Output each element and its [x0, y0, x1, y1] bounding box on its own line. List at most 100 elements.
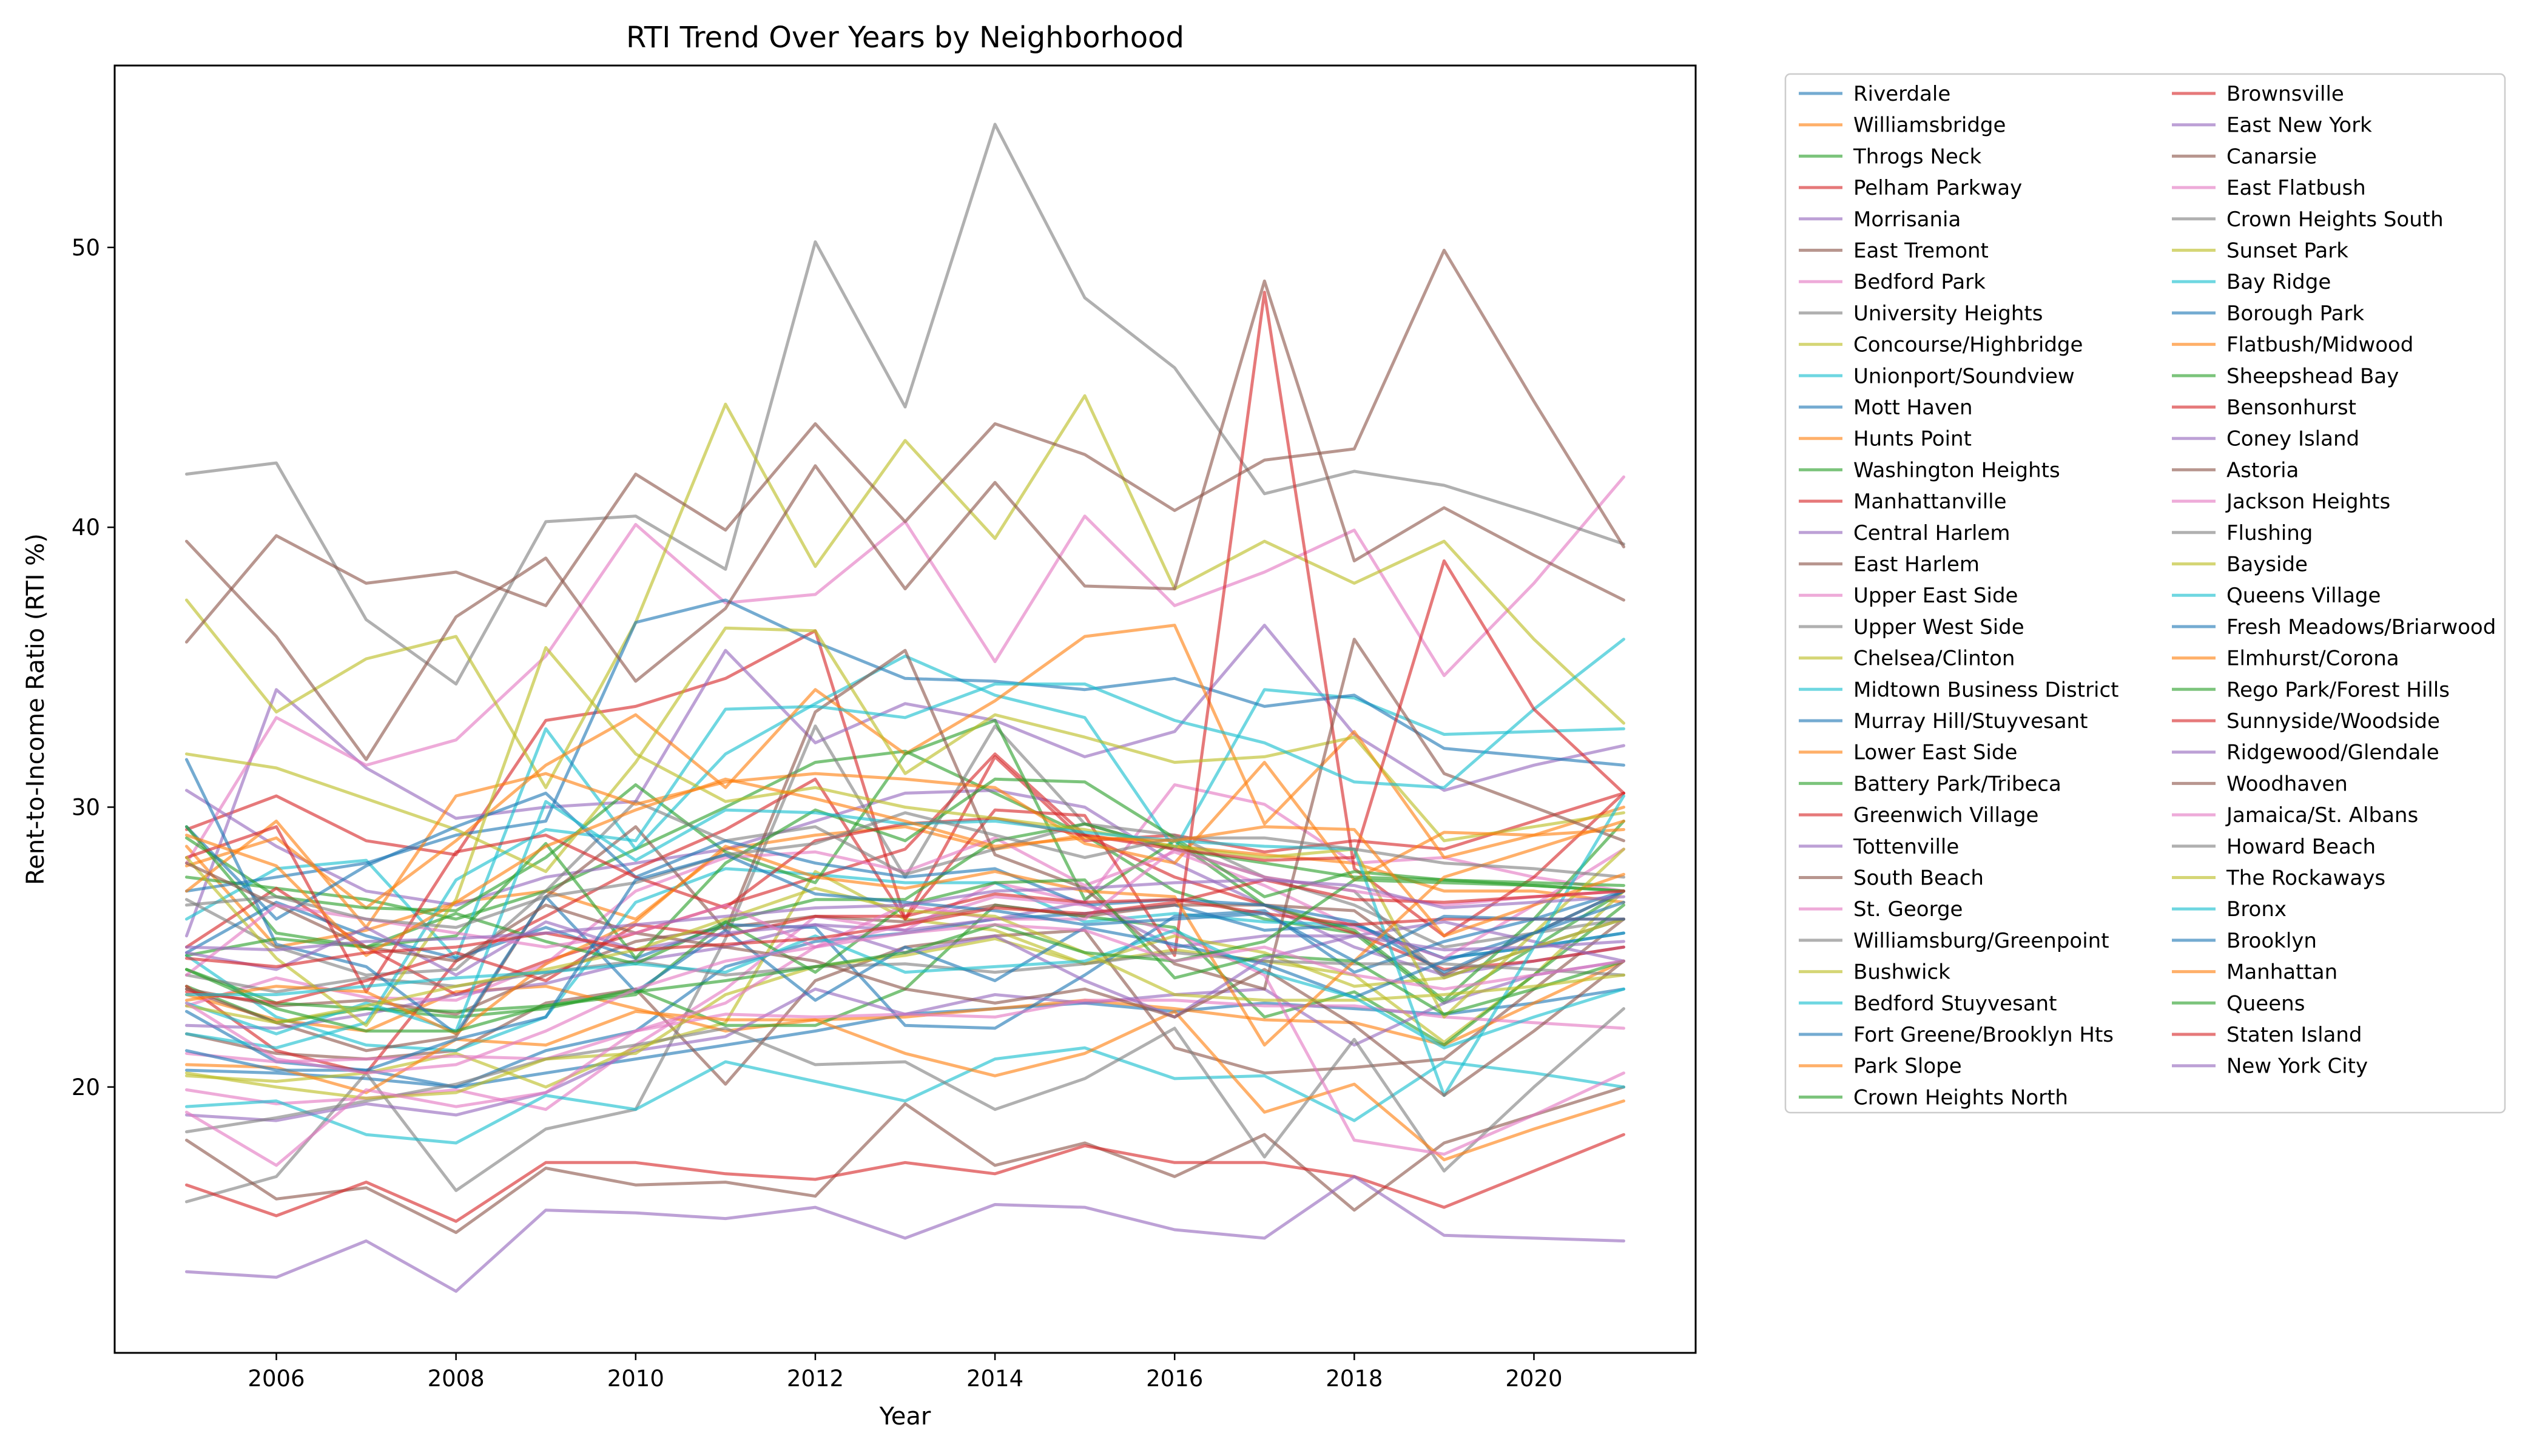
series-line-elmhurst-corona	[185, 820, 1625, 1047]
legend-label: Bedford Park	[1853, 270, 1986, 294]
y-tick-label: 40	[72, 514, 100, 541]
legend-label: Rego Park/Forest Hills	[2226, 678, 2450, 702]
series-line-murray-hill-stuyvesant	[185, 598, 1625, 893]
legend-label: Queens Village	[2226, 584, 2381, 608]
legend-label: East Tremont	[1853, 239, 1989, 263]
series-line-manhattan	[185, 777, 1625, 957]
legend-label: Brownsville	[2226, 82, 2344, 106]
y-tick-label: 30	[72, 794, 100, 820]
series-line-brooklyn	[185, 853, 1625, 1072]
legend-label: Greenwich Village	[1853, 803, 2038, 827]
series-line-woodhaven	[185, 861, 1625, 1097]
legend-label: Staten Island	[2226, 1023, 2362, 1047]
x-tick-label: 2020	[1505, 1366, 1562, 1392]
legend-label: East New York	[2226, 113, 2372, 138]
legend-label: Woodhaven	[2226, 772, 2348, 796]
x-tick-label: 2018	[1326, 1366, 1383, 1392]
legend-label: Fort Greene/Brooklyn Hts	[1853, 1023, 2114, 1047]
x-tick-label: 2016	[1146, 1366, 1203, 1392]
x-tick-label: 2006	[248, 1366, 305, 1392]
series-line-unlabeled-66	[185, 249, 1625, 644]
legend-label: Williamsbridge	[1853, 113, 2006, 138]
legend-label: University Heights	[1853, 302, 2043, 326]
legend-label: Astoria	[2226, 458, 2299, 482]
legend-label: Pelham Parkway	[1853, 176, 2022, 200]
legend-label: Chelsea/Clinton	[1853, 647, 2015, 671]
legend-label: Jamaica/St. Albans	[2225, 803, 2418, 827]
legend-label: Crown Heights South	[2226, 207, 2444, 232]
legend: Riverdale Williamsbridge Throgs Neck Pelham…	[1784, 73, 2506, 1114]
legend-label: East Harlem	[1853, 553, 1980, 577]
legend-label: Battery Park/Tribeca	[1853, 772, 2061, 796]
legend-label: Hunts Point	[1853, 427, 1972, 451]
series-line-central-harlem	[185, 624, 1625, 938]
legend-label: Lower East Side	[1853, 741, 2017, 765]
x-tick-label: 2012	[787, 1366, 844, 1392]
legend-label: Throgs Neck	[1853, 144, 1981, 169]
legend-label: Bedford Stuyvesant	[1853, 991, 2057, 1016]
legend-label: Park Slope	[1853, 1054, 1962, 1079]
legend-label: Elmhurst/Corona	[2226, 647, 2399, 671]
series-line-brownsville	[185, 1133, 1625, 1223]
legend-label: The Rockaways	[2226, 866, 2385, 891]
series-line-crown-heights-south	[185, 1007, 1625, 1173]
legend-label: Manhattan	[2226, 960, 2337, 985]
legend-label: Washington Heights	[1853, 458, 2060, 482]
series-line-bronx	[185, 928, 1625, 1050]
legend-label: Borough Park	[2226, 302, 2364, 326]
legend-label: Upper East Side	[1853, 584, 2018, 608]
legend-label: Bensonhurst	[2226, 396, 2356, 420]
legend-label: Jackson Heights	[2225, 490, 2390, 514]
series-line-astoria	[185, 279, 1625, 761]
series-line-flatbush-midwood	[185, 1009, 1625, 1162]
series-line-fort-greene-brooklyn-hts	[185, 889, 1625, 1030]
series-line-chelsea-clinton	[185, 394, 1625, 789]
series-line-bayside	[185, 646, 1625, 1027]
series-line-battery-park-tribeca	[185, 719, 1625, 1002]
x-tick-label: 2008	[428, 1366, 485, 1392]
x-axis-ticks: 2006 2008 2010 2012 2014 2016 2018 2020	[248, 1353, 1563, 1392]
legend-label: Howard Beach	[2226, 835, 2376, 859]
series-line-sunnyside-woodside	[185, 892, 1625, 1005]
legend-label: South Beach	[1853, 866, 1984, 891]
legend-label: Tottenville	[1853, 835, 1959, 859]
legend-label: Bay Ridge	[2226, 270, 2331, 294]
legend-label: Riverdale	[1853, 82, 1950, 106]
plot-area-frame	[113, 64, 1697, 1354]
series-line-fresh-meadows-briarwood	[185, 758, 1625, 1036]
y-tick-label: 50	[72, 235, 100, 261]
legend-label: Queens	[2226, 991, 2305, 1016]
legend-label: Manhattanville	[1853, 490, 2007, 514]
series-line-canarsie	[185, 638, 1625, 1053]
legend-label: Sunset Park	[2226, 239, 2348, 263]
legend-label: Canarsie	[2226, 144, 2317, 169]
legend-label: Fresh Meadows/Briarwood	[2226, 615, 2496, 639]
legend-label: Bayside	[2226, 553, 2308, 577]
legend-label: Murray Hill/Stuyvesant	[1853, 709, 2088, 733]
legend-label: Bushwick	[1853, 960, 1950, 985]
series-line-coney-island	[185, 1175, 1625, 1293]
series-line-flushing	[185, 951, 1625, 994]
x-tick-label: 2010	[607, 1366, 664, 1392]
series-line-williamsburg-greenpoint	[185, 800, 1625, 980]
legend-label: Sheepshead Bay	[2226, 364, 2399, 388]
series-line-howard-beach	[185, 811, 1625, 929]
legend-label: Morrisania	[1853, 207, 1961, 232]
series-line-unlabeled-65	[185, 923, 1625, 1075]
legend-label: St. George	[1853, 897, 1963, 922]
series-line-queens	[185, 878, 1625, 1033]
series-line-bedford-stuyvesant	[185, 1046, 1625, 1145]
y-axis-title: Rent-to-Income Ratio (RTI %)	[22, 533, 50, 885]
legend-label: Coney Island	[2226, 427, 2359, 451]
series-line-the-rockaways	[185, 886, 1625, 1025]
legend-label: Ridgewood/Glendale	[2226, 741, 2439, 765]
series-lines	[185, 123, 1625, 1293]
y-axis-ticks: 20 30 40 50	[72, 235, 115, 1100]
series-line-sunset-park	[185, 917, 1625, 1100]
legend-label: Flushing	[2226, 521, 2313, 545]
legend-label: Sunnyside/Woodside	[2226, 709, 2440, 733]
series-line-new-york-city	[185, 878, 1625, 952]
legend-label: Midtown Business District	[1853, 678, 2119, 702]
legend-label: Brooklyn	[2226, 929, 2317, 953]
